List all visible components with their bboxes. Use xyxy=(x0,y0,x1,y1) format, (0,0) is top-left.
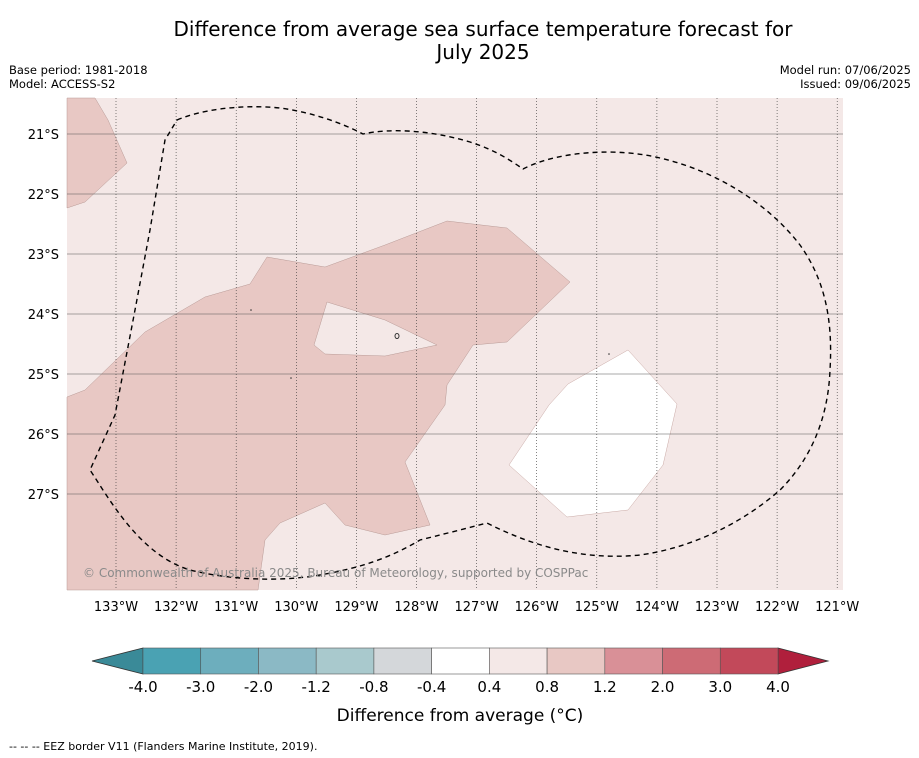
meta-left: Base period: 1981-2018 Model: ACCESS-S2 xyxy=(9,63,148,91)
colorbar: -4.0 -3.0 -2.0 -1.2 -0.8 -0.4 0.4 0.8 1.2 2.0 3.0 4… xyxy=(91,647,830,696)
colorbar-tick-label: -0.4 xyxy=(417,678,446,696)
colorbar-tick-label: -3.0 xyxy=(186,678,215,696)
colorbar-segment xyxy=(315,647,375,675)
longitude-label: 130°W xyxy=(274,600,318,615)
chart-title: Difference from average sea surface temp… xyxy=(0,18,919,64)
longitude-labels: 133°W 132°W 131°W 130°W 129°W 128°W 127°W 126°W… xyxy=(94,600,860,615)
colorbar-segment xyxy=(431,647,490,675)
anomaly-region-central xyxy=(66,220,571,591)
longitude-label: 133°W xyxy=(94,600,138,615)
longitude-label: 122°W xyxy=(755,600,799,615)
island-marker xyxy=(290,377,292,379)
title-line-2: July 2025 xyxy=(436,40,530,64)
longitude-label: 125°W xyxy=(575,600,619,615)
colorbar-segment xyxy=(719,647,779,675)
colorbar-segment xyxy=(373,647,432,675)
longitude-label: 127°W xyxy=(455,600,499,615)
colorbar-segment xyxy=(604,647,663,675)
colorbar-segment xyxy=(546,647,606,675)
latitude-label: 24°S xyxy=(28,308,59,323)
colorbar-segment xyxy=(258,647,317,675)
colorbar-label: Difference from average (°C) xyxy=(337,706,584,726)
longitude-label: 124°W xyxy=(635,600,679,615)
model-text: Model: ACCESS-S2 xyxy=(9,77,116,91)
near-average-region xyxy=(508,349,678,518)
colorbar-tick-label: -2.0 xyxy=(244,678,273,696)
colorbar-tick-label: -4.0 xyxy=(128,678,157,696)
meta-right: Model run: 07/06/2025 Issued: 09/06/2025 xyxy=(780,63,911,91)
latitude-label: 25°S xyxy=(28,368,59,383)
island-marker xyxy=(394,333,400,339)
eez-footnote: -- -- -- EEZ border V11 (Flanders Marine… xyxy=(9,740,318,753)
island-marker xyxy=(250,309,252,311)
latitude-label: 23°S xyxy=(28,248,59,263)
issued-text: Issued: 09/06/2025 xyxy=(800,77,911,91)
latitude-label: 27°S xyxy=(28,488,59,503)
colorbar-tick-label: 4.0 xyxy=(766,678,790,696)
gridlines xyxy=(67,98,843,590)
colorbar-segment xyxy=(200,647,259,675)
colorbar-tick-label: 2.0 xyxy=(651,678,675,696)
latitude-label: 21°S xyxy=(28,128,59,143)
colorbar-tick-label: 3.0 xyxy=(708,678,732,696)
island-marker xyxy=(608,353,610,355)
longitude-label: 128°W xyxy=(394,600,438,615)
latitude-label: 26°S xyxy=(28,428,59,443)
colorbar-tick-label: 1.2 xyxy=(593,678,617,696)
longitude-label: 129°W xyxy=(334,600,378,615)
colorbar-segment xyxy=(489,647,548,675)
anomaly-region-west-top xyxy=(66,97,128,209)
colorbar-tick-label: -0.8 xyxy=(359,678,388,696)
longitude-label: 123°W xyxy=(695,600,739,615)
colorbar-segment xyxy=(142,647,202,675)
anomaly-hole xyxy=(313,301,438,357)
colorbar-over-arrow xyxy=(777,647,830,675)
longitude-label: 126°W xyxy=(515,600,559,615)
colorbar-tick-label: 0.8 xyxy=(535,678,559,696)
colorbar-segment xyxy=(662,647,721,675)
colorbar-under-arrow xyxy=(91,647,144,675)
longitude-label: 121°W xyxy=(815,600,859,615)
longitude-label: 131°W xyxy=(214,600,258,615)
title-line-1: Difference from average sea surface temp… xyxy=(173,17,793,41)
colorbar-tick-label: 0.4 xyxy=(477,678,501,696)
model-run-text: Model run: 07/06/2025 xyxy=(779,63,911,77)
longitude-label: 132°W xyxy=(154,600,198,615)
copyright-text: © Commonwealth of Australia 2025, Bureau… xyxy=(83,566,588,580)
colorbar-tick-label: -1.2 xyxy=(302,678,331,696)
latitude-label: 22°S xyxy=(28,188,59,203)
latitude-labels: 21°S 22°S 23°S 24°S 25°S 26°S 27°S xyxy=(28,128,59,503)
eez-border xyxy=(89,106,832,580)
base-period-text: Base period: 1981-2018 xyxy=(9,63,148,77)
